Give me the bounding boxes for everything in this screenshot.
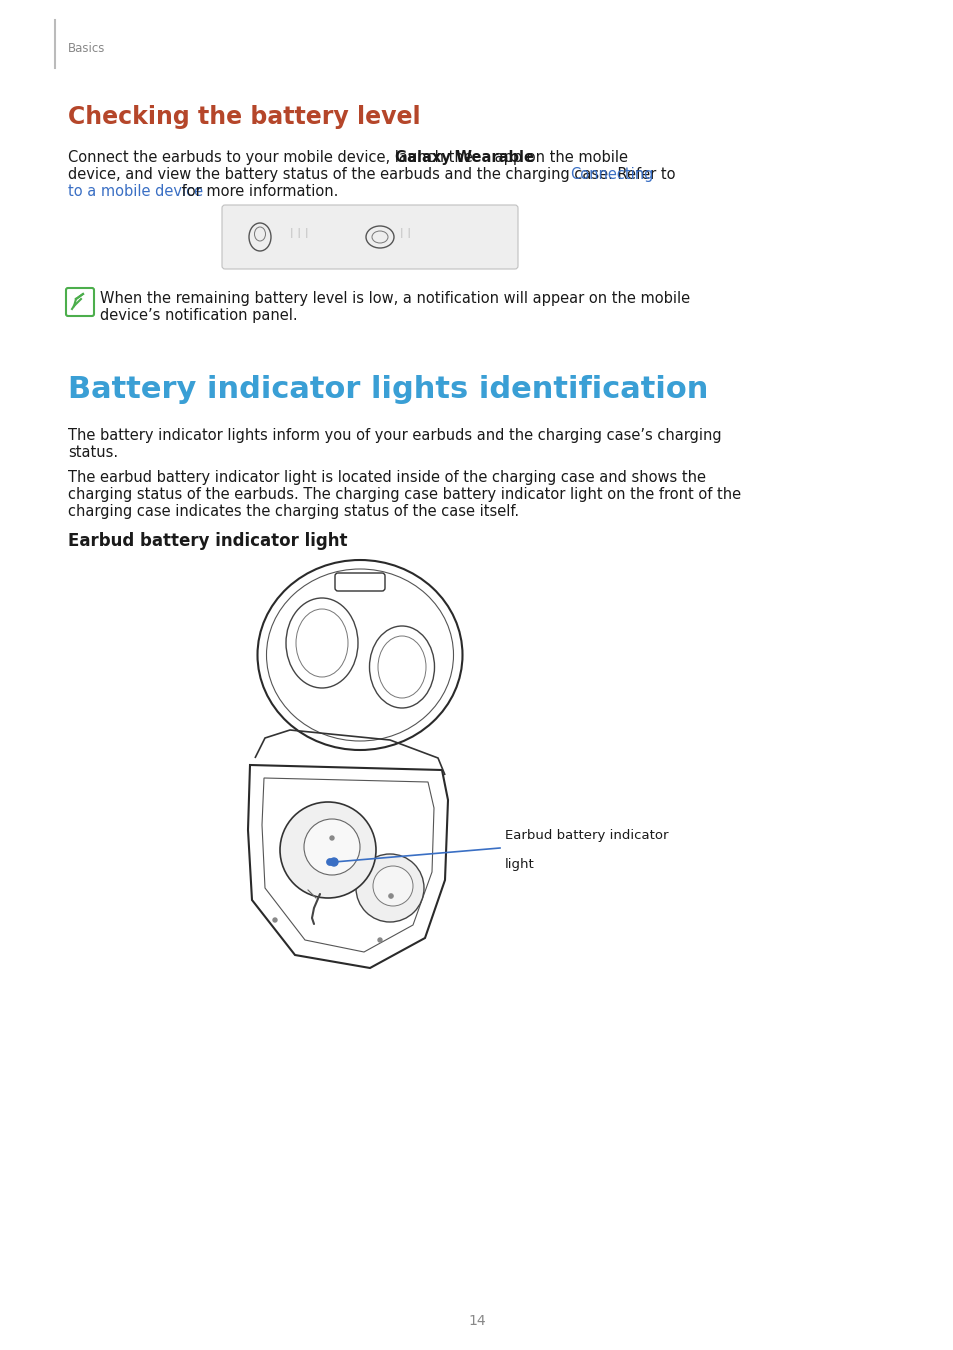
Text: Connecting: Connecting [570,167,653,182]
Ellipse shape [295,609,348,676]
Text: device’s notification panel.: device’s notification panel. [100,308,297,323]
Text: Galaxy Wearable: Galaxy Wearable [395,150,533,165]
Ellipse shape [249,223,271,251]
Text: Checking the battery level: Checking the battery level [68,105,420,130]
Text: 14: 14 [468,1314,485,1328]
Text: Battery indicator lights identification: Battery indicator lights identification [68,375,708,404]
Polygon shape [248,765,448,968]
Circle shape [273,918,276,922]
Text: Basics: Basics [68,42,105,54]
Circle shape [280,802,375,898]
Ellipse shape [377,636,426,698]
Text: Earbud battery indicator light: Earbud battery indicator light [68,532,347,549]
Ellipse shape [372,231,388,243]
Text: The battery indicator lights inform you of your earbuds and the charging case’s : The battery indicator lights inform you … [68,428,720,443]
Text: light: light [504,859,535,871]
Text: for more information.: for more information. [176,184,338,198]
Text: status.: status. [68,446,118,460]
Circle shape [326,859,334,865]
Text: app on the mobile: app on the mobile [490,150,627,165]
Text: charging case indicates the charging status of the case itself.: charging case indicates the charging sta… [68,504,518,518]
Circle shape [388,894,393,899]
FancyBboxPatch shape [222,205,517,269]
Circle shape [330,836,334,840]
Ellipse shape [286,598,357,688]
Circle shape [330,859,337,865]
Ellipse shape [257,560,462,751]
Text: l l: l l [399,228,411,242]
FancyBboxPatch shape [66,288,94,316]
Ellipse shape [369,626,434,707]
Circle shape [304,819,359,875]
Text: When the remaining battery level is low, a notification will appear on the mobil: When the remaining battery level is low,… [100,292,689,306]
Ellipse shape [266,568,453,741]
Circle shape [377,938,381,942]
Text: Earbud battery indicator: Earbud battery indicator [504,829,668,842]
Polygon shape [262,778,434,952]
FancyBboxPatch shape [335,572,385,591]
Text: device, and view the battery status of the earbuds and the charging case. Refer : device, and view the battery status of t… [68,167,679,182]
Text: to a mobile device: to a mobile device [68,184,203,198]
Text: l l l: l l l [290,228,308,242]
Text: Connect the earbuds to your mobile device, launch the: Connect the earbuds to your mobile devic… [68,150,476,165]
Text: charging status of the earbuds. The charging case battery indicator light on the: charging status of the earbuds. The char… [68,487,740,502]
Circle shape [373,865,413,906]
Circle shape [355,855,423,922]
Ellipse shape [254,227,265,242]
Ellipse shape [366,225,394,248]
Text: The earbud battery indicator light is located inside of the charging case and sh: The earbud battery indicator light is lo… [68,470,705,485]
